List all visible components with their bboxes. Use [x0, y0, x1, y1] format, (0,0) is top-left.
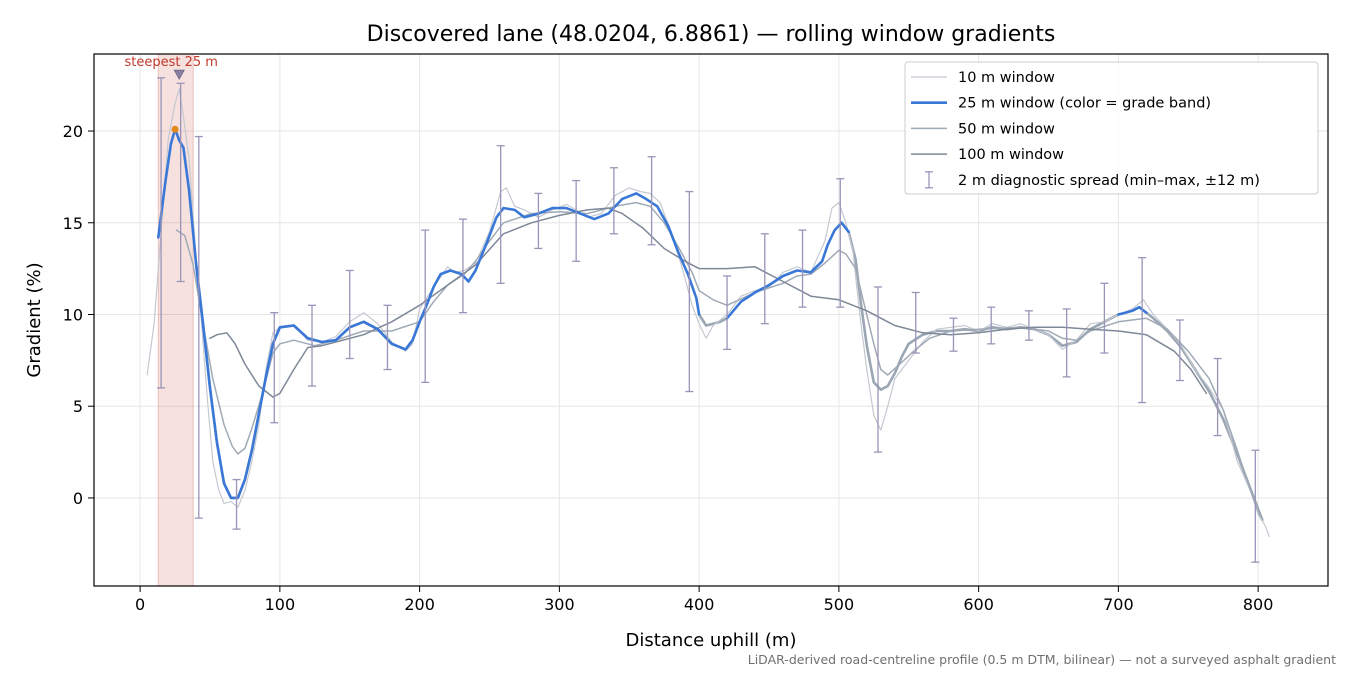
x-tick-label: 200: [404, 595, 435, 614]
steepest-marker-icon: [173, 69, 185, 81]
y-tick-label: 0: [73, 489, 83, 508]
legend-label-4: 2 m diagnostic spread (min–max, ±12 m): [958, 173, 1260, 189]
legend-label-0: 10 m window: [958, 70, 1055, 86]
y-axis-label: Gradient (%): [24, 262, 45, 377]
marker-group: steepest 25 m: [125, 55, 218, 133]
legend-label-3: 100 m window: [958, 147, 1064, 163]
x-tick-label: 600: [963, 595, 994, 614]
legend: 10 m window 25 m window (color = grade ba…: [904, 61, 1319, 195]
series-line-1: [157, 127, 701, 500]
footnote: LiDAR-derived road-centreline profile (0…: [748, 652, 1336, 667]
x-tick-label: 800: [1243, 595, 1274, 614]
x-tick-label: 500: [824, 595, 855, 614]
errorbar-group: [157, 77, 1260, 563]
y-axis-ticks: 0 5 10 15 20: [63, 122, 94, 508]
x-tick-label: 700: [1103, 595, 1134, 614]
series-line-2: [725, 221, 850, 320]
x-axis-label: Distance uphill (m): [626, 630, 797, 651]
x-axis-ticks: 0 100 200 300 400 500 600 700 800: [135, 586, 1273, 614]
legend-label-2: 50 m window: [958, 121, 1055, 137]
x-tick-label: 400: [684, 595, 715, 614]
y-tick-label: 20: [63, 122, 83, 141]
y-tick-label: 10: [63, 305, 83, 324]
steepest-peak-dot: [171, 125, 179, 133]
series-line-9: [209, 207, 1208, 398]
legend-box: [904, 61, 1319, 195]
y-tick-label: 5: [73, 397, 83, 416]
y-tick-label: 15: [63, 214, 83, 233]
series-line-0: [146, 88, 1270, 538]
series-line-5: [697, 313, 729, 327]
chart-title: Discovered lane (48.0204, 6.8861) — roll…: [367, 22, 1056, 47]
x-tick-label: 0: [135, 595, 145, 614]
steepest-label: steepest 25 m: [125, 55, 218, 70]
x-tick-label: 100: [265, 595, 296, 614]
legend-label-1: 25 m window (color = grade band): [958, 96, 1211, 112]
plot-frame: [93, 53, 1329, 587]
x-tick-label: 300: [544, 595, 575, 614]
